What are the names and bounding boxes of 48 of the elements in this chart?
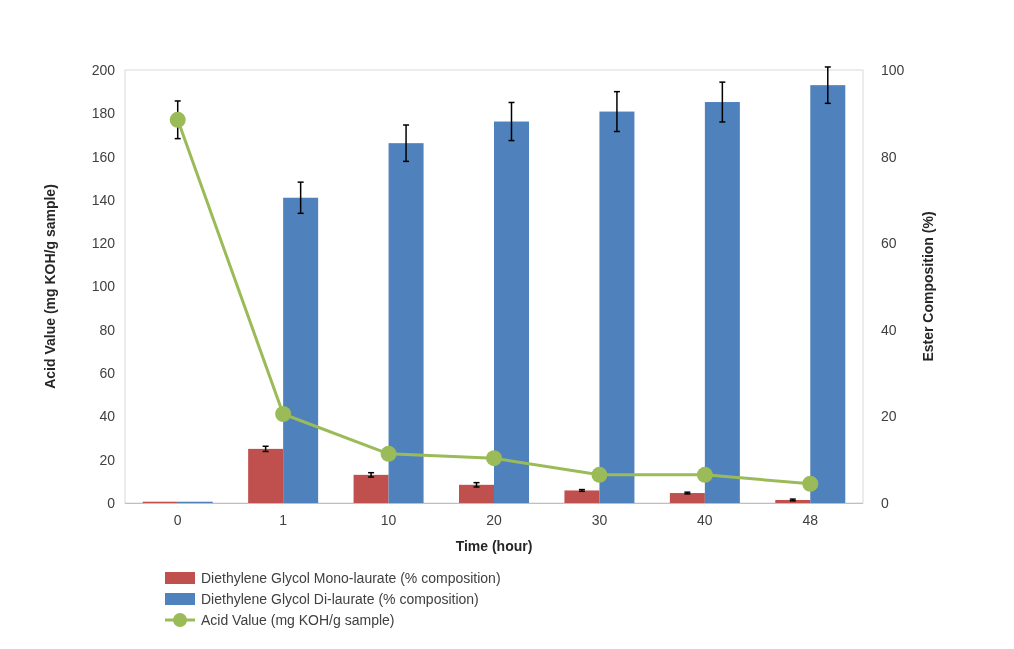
bar [704,102,740,503]
y2-tick-label: 60 [881,235,897,252]
bar [810,85,846,503]
y-tick-label: 120 [91,235,116,252]
x-tick-label: 1 [279,512,288,528]
point [486,450,502,467]
y-axis-title: Acid Value (mg KOH/g sample) [42,184,58,389]
y-tick-label: 180 [91,105,116,122]
point [169,111,186,128]
bar [353,474,389,503]
x-tick-label: 30 [591,512,608,528]
y2-tick-label: 20 [881,408,897,425]
y-tick-label: 20 [99,451,116,468]
x-tick-label: 20 [486,512,502,528]
bar [564,490,600,503]
y-tick-label: 0 [107,494,116,511]
x-axis-title: Time (hour) [455,538,533,554]
x-tick-label: 48 [802,512,819,528]
y-tick-label: 160 [91,148,116,165]
point [591,466,608,483]
point [380,445,397,462]
legend-label: Diethylene Glycol Di-laurate (% composition) [201,590,479,607]
point [696,466,713,483]
point [275,406,292,423]
bar [599,111,635,503]
y2-tick-label: 40 [881,321,897,338]
y2-tick-label: 80 [881,148,897,165]
y-tick-label: 60 [99,365,116,381]
y-tick-label: 80 [99,321,116,338]
x-tick-label: 0 [173,512,182,528]
y-tick-label: 200 [91,61,116,78]
x-tick-label: 40 [697,512,713,528]
y2-axis-title: Ester Composition (%) [920,211,936,362]
bar [459,484,494,503]
y-tick-label: 140 [91,191,116,208]
x-tick-label: 10 [380,512,397,528]
bar [388,143,424,503]
bar [669,493,705,503]
y2-tick-label: 0 [881,494,889,511]
y-tick-label: 100 [91,278,116,295]
legend-label: Acid Value (mg KOH/g sample) [201,611,395,628]
point [802,475,819,492]
y-tick-label: 40 [99,408,116,425]
bar [283,197,319,503]
bar [494,121,529,503]
y2-tick-label: 100 [881,61,905,78]
bar [248,448,284,503]
legend-label: Diethylene Glycol Mono-laurate (% composition) [201,569,501,586]
